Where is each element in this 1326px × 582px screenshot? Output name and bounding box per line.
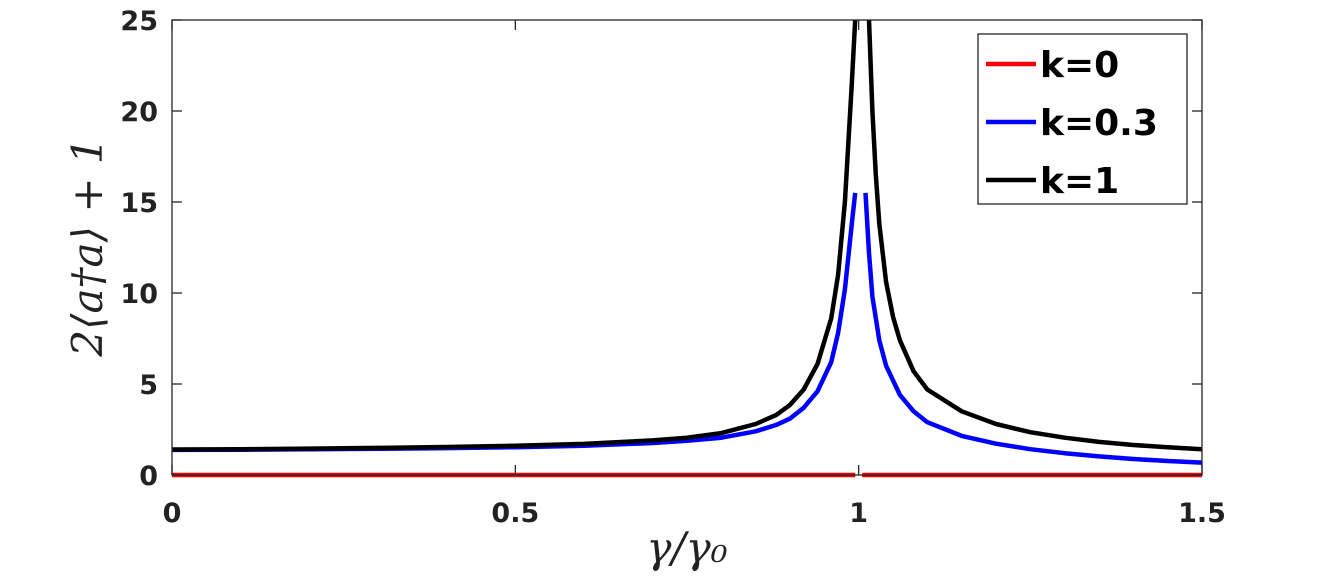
series-line-k-1-seg-1 [866,19,1203,452]
legend-label-k-0-3: k=0.3 [1040,103,1158,144]
x-axis-label: γ/γ₀ [646,523,727,572]
y-tick-label: 5 [139,370,158,401]
y-tick-label: 10 [120,279,158,310]
y-tick-label: 15 [120,188,158,219]
series-line-k-0-3-seg-1 [863,192,1203,465]
y-tick-label: 25 [120,6,158,37]
plot-frame [171,19,1203,476]
legend-label-k-0: k=0 [1040,45,1119,86]
x-tick-label: 0 [163,498,182,529]
y-tick-label: 20 [120,97,158,128]
tick-layer: 0 0.5 1 1.5 0 5 10 15 20 25 [120,6,1226,529]
x-tick-label: 1.5 [1178,498,1226,529]
x-tick-label: 0.5 [491,498,539,529]
y-tick-label: 0 [139,461,158,492]
legend-label-k-1: k=1 [1040,161,1119,202]
legend: k=0 k=0.3 k=1 [977,33,1188,205]
x-tick-label: 1 [849,498,868,529]
y-axis-label: 2⟨a†a⟩ + 1 [63,137,112,357]
series-line-k-1-seg-0 [171,19,858,452]
